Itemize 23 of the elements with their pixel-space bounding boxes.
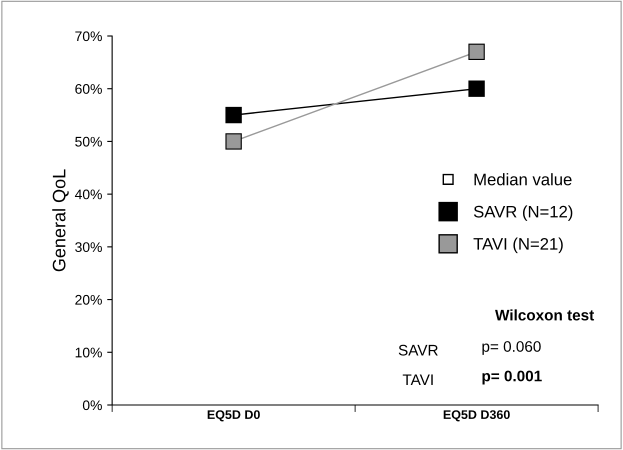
annotation: TAVI bbox=[402, 374, 433, 385]
y-tick-label: 70% bbox=[75, 31, 102, 42]
y-tick-label: 60% bbox=[75, 84, 102, 94]
y-tick-label: 30% bbox=[75, 242, 102, 252]
point bbox=[468, 80, 485, 97]
y-tick-label: 0% bbox=[82, 400, 102, 410]
annotation: p= 0.001 bbox=[482, 370, 542, 384]
y-axis-title: General QoL bbox=[52, 169, 69, 272]
y-tick-label: 50% bbox=[75, 136, 102, 147]
x-tick-label: EQ5D D360 bbox=[444, 410, 510, 422]
annotation: Wilcoxon test bbox=[495, 309, 594, 321]
annotation: SAVR bbox=[398, 344, 438, 356]
x-tick-label: EQ5D D0 bbox=[208, 410, 260, 422]
y-tick-label: 40% bbox=[74, 189, 102, 200]
annotation: p= 0.060 bbox=[482, 341, 541, 355]
point bbox=[225, 133, 242, 150]
point bbox=[225, 106, 242, 124]
point bbox=[468, 44, 485, 60]
y-tick-label: 20% bbox=[75, 294, 102, 305]
legend-label: SAVR (N=12) bbox=[474, 205, 572, 221]
y-tick-label: 10% bbox=[76, 348, 102, 358]
legend-label: TAVI (N=21) bbox=[474, 238, 563, 254]
legend-title: Median value bbox=[474, 173, 572, 186]
